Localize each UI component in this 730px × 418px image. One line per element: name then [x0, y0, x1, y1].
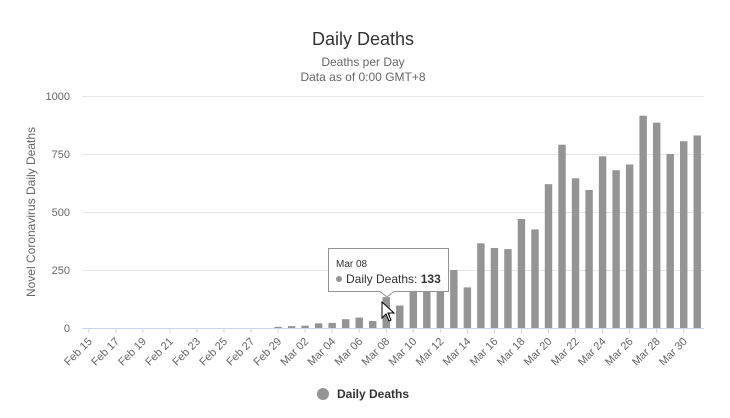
tooltip-text: Daily Deaths: 133	[346, 272, 441, 286]
bar[interactable]	[598, 156, 607, 328]
bar[interactable]	[396, 305, 404, 329]
legend-label: Daily Deaths	[337, 387, 409, 401]
bar[interactable]	[409, 289, 417, 328]
x-tick-label: Mar 28	[630, 336, 663, 369]
bar[interactable]	[558, 144, 566, 328]
bar[interactable]	[666, 154, 674, 328]
bar[interactable]	[585, 189, 593, 328]
x-tick-label: Mar 26	[603, 336, 636, 369]
bar[interactable]	[477, 243, 485, 328]
bar[interactable]	[423, 282, 431, 328]
x-tick-label: Feb 25	[197, 336, 230, 369]
x-tick-label: Feb 23	[170, 336, 203, 369]
bar[interactable]	[369, 321, 377, 328]
tooltip-date: Mar 08	[336, 259, 368, 270]
chart-title: Daily Deaths	[312, 29, 414, 49]
x-tick-label: Feb 27	[224, 336, 257, 369]
bar[interactable]	[450, 270, 458, 328]
tooltip: Mar 08 Daily Deaths: 133	[328, 248, 449, 298]
x-tick-label: Mar 16	[468, 336, 501, 369]
y-axis-ticks: 0 250 500 750 1000	[46, 91, 70, 335]
bar[interactable]	[301, 325, 309, 328]
x-tick-label: Mar 24	[576, 336, 609, 369]
y-tick-label: 0	[64, 323, 70, 335]
x-tick-label: Mar 18	[495, 336, 528, 369]
tooltip-series-marker	[336, 276, 342, 282]
bar[interactable]	[355, 317, 363, 328]
y-axis-title: Novel Coronavirus Daily Deaths	[24, 127, 38, 297]
tooltip-box	[328, 248, 449, 298]
bar[interactable]	[639, 115, 647, 328]
tooltip-series-label: Daily Deaths:	[346, 272, 417, 286]
grid-lines	[82, 96, 704, 271]
x-tick-label: Mar 06	[333, 336, 366, 369]
bar[interactable]	[274, 326, 282, 328]
bar[interactable]	[544, 184, 553, 328]
bar[interactable]	[680, 141, 688, 328]
bar[interactable]	[625, 164, 634, 328]
bar[interactable]	[612, 170, 620, 328]
bar[interactable]	[693, 135, 701, 328]
x-tick-label: Feb 17	[89, 336, 122, 369]
bar[interactable]	[652, 122, 661, 329]
bar[interactable]	[463, 287, 472, 328]
y-tick-label: 500	[52, 207, 70, 219]
x-tick-label: Mar 04	[306, 336, 339, 369]
bar[interactable]	[490, 247, 499, 328]
chart-subtitle-line-2: Data as of 0:00 GMT+8	[300, 70, 425, 84]
x-tick-label: Mar 12	[414, 336, 447, 369]
bar[interactable]	[328, 322, 336, 328]
y-tick-label: 250	[52, 265, 70, 277]
x-tick-label: Mar 14	[441, 336, 474, 369]
legend-marker	[317, 388, 329, 400]
x-tick-label: Mar 30	[657, 336, 690, 369]
x-tick-label: Mar 10	[387, 336, 420, 369]
x-tick-label: Feb 21	[143, 336, 176, 369]
bar[interactable]	[436, 283, 445, 328]
bar[interactable]	[341, 319, 350, 328]
x-tick-label: Mar 08	[360, 336, 393, 369]
bar[interactable]	[571, 178, 580, 328]
bar[interactable]	[314, 323, 323, 328]
chart-subtitle-line-1: Deaths per Day	[321, 55, 404, 69]
bar[interactable]	[531, 229, 539, 328]
x-tick-label: Mar 22	[549, 336, 582, 369]
bar[interactable]	[287, 326, 296, 328]
x-tick-label: Feb 19	[116, 336, 149, 369]
bar[interactable]	[504, 249, 512, 328]
legend[interactable]: Daily Deaths	[317, 387, 409, 401]
x-tick-label: Mar 20	[522, 336, 555, 369]
x-tick-label: Mar 02	[279, 336, 312, 369]
tooltip-value: 133	[421, 272, 441, 286]
x-tick-label: Feb 29	[251, 336, 284, 369]
bars	[274, 115, 701, 329]
x-tick-label: Feb 15	[62, 336, 95, 369]
y-tick-label: 1000	[46, 91, 70, 103]
mouse-cursor-icon	[381, 300, 396, 322]
bar[interactable]	[517, 218, 526, 328]
y-tick-label: 750	[52, 149, 70, 161]
